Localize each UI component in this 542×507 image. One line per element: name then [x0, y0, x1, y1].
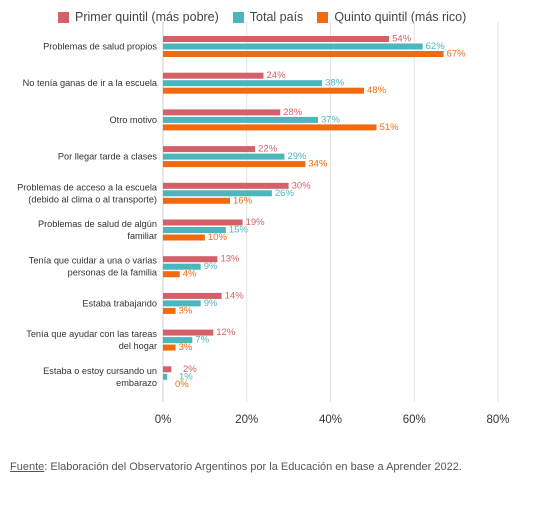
legend-swatch-quinto-quintil: [317, 11, 329, 23]
bar-s0-c3: [163, 146, 256, 153]
source-label: Fuente: [10, 461, 45, 473]
legend-item-total-pais: Total país: [232, 10, 304, 24]
bar-chart: 0% 20% 40% 60% 80% Problemas de salud propios…: [17, 22, 510, 426]
data-label-s1-c3: 29%: [287, 151, 307, 162]
bar-s1-c8: [163, 337, 193, 344]
legend-label-quinto-quintil: Quinto quintil (más rico): [334, 10, 467, 24]
category-label-9-line-1: embarazo: [116, 378, 157, 388]
x-tick-label-4: 80%: [486, 414, 509, 426]
category-label-9-line-0: Estaba o estoy cursando un: [43, 366, 157, 376]
bar-s1-c2: [163, 116, 318, 123]
data-label-s0-c1: 24%: [267, 70, 287, 81]
bar-s0-c6: [163, 256, 218, 263]
data-label-s2-c8: 3%: [179, 342, 193, 353]
legend-item-quinto-quintil: Quinto quintil (más rico): [317, 10, 466, 24]
bar-s2-c3: [163, 161, 306, 168]
data-label-s0-c0: 54%: [392, 34, 412, 45]
source-note: Fuente: Elaboración del Observatorio Arg…: [10, 461, 462, 473]
data-label-s1-c6: 9%: [204, 261, 218, 272]
bar-s2-c6: [163, 271, 180, 278]
data-label-s0-c7: 14%: [225, 290, 245, 301]
bar-s2-c8: [163, 344, 176, 351]
category-label-4-line-1: (debido al clima o al transporte): [28, 194, 157, 204]
data-label-s0-c8: 12%: [216, 327, 236, 338]
data-label-s2-c0: 67%: [447, 49, 467, 60]
bar-s1-c5: [163, 227, 226, 233]
legend-item-primer-quintil: Primer quintil (más pobre): [58, 10, 219, 24]
data-label-s1-c8: 7%: [195, 335, 209, 346]
data-label-s1-c9: 1%: [179, 371, 193, 382]
data-label-s1-c2: 37%: [321, 114, 341, 125]
data-label-s0-c3: 22%: [258, 144, 278, 155]
data-label-s2-c7: 3%: [179, 305, 193, 316]
data-label-s0-c9: 2%: [183, 364, 197, 375]
data-label-s2-c4: 16%: [233, 195, 253, 206]
bar-s2-c7: [163, 307, 176, 314]
category-label-6-line-1: personas de la familia: [68, 268, 158, 278]
category-label-2: Otro motivo: [110, 115, 157, 125]
x-tick-label-2: 40%: [319, 414, 342, 426]
data-label-s1-c4: 26%: [275, 188, 295, 199]
source-text: : Elaboración del Observatorio Argentino…: [44, 461, 462, 473]
bar-s1-c4: [163, 190, 272, 197]
bar-s0-c4: [163, 182, 289, 189]
category-label-6-line-0: Tenía que cuidar a una o varias: [29, 256, 158, 266]
x-tick-label-0: 0%: [155, 414, 172, 426]
category-label-3: Por llegar tarde a clases: [58, 152, 157, 162]
bar-s0-c9: [163, 366, 172, 373]
bar-s2-c1: [163, 87, 364, 94]
legend-swatch-primer-quintil: [58, 11, 69, 23]
category-label-1: No tenía ganas de ir a la escuela: [23, 78, 158, 88]
x-tick-label-1: 20%: [235, 414, 258, 426]
bar-s1-c9: [163, 373, 168, 380]
bar-s0-c8: [163, 329, 214, 336]
x-tick-label-3: 60%: [403, 414, 426, 426]
bar-s0-c5: [163, 219, 243, 226]
bar-s0-c0: [163, 36, 390, 42]
data-label-s0-c5: 19%: [246, 217, 266, 228]
bar-s1-c0: [163, 43, 423, 50]
bar-s1-c7: [163, 300, 201, 307]
bar-s0-c7: [163, 292, 222, 299]
bar-s1-c1: [163, 80, 323, 87]
bar-s0-c2: [163, 109, 281, 116]
legend-swatch-total-pais: [232, 11, 244, 23]
data-label-s1-c0: 62%: [426, 41, 446, 52]
category-label-5-line-1: familiar: [127, 231, 157, 241]
bar-s0-c1: [163, 72, 264, 79]
category-label-4-line-0: Problemas de acceso a la escuela: [17, 182, 158, 192]
bar-s2-c5: [163, 234, 205, 241]
chart-legend: Primer quintil (más pobre) Total país Qu…: [58, 8, 480, 26]
data-label-s0-c2: 28%: [283, 107, 303, 118]
category-label-7: Estaba trabajando: [82, 298, 157, 308]
legend-label-primer-quintil: Primer quintil (más pobre): [75, 10, 219, 24]
data-label-s0-c4: 30%: [292, 180, 312, 191]
data-label-s1-c7: 9%: [204, 298, 218, 309]
data-label-s2-c3: 34%: [308, 159, 328, 170]
data-label-s2-c5: 10%: [208, 232, 228, 243]
legend-label-total-pais: Total país: [249, 10, 304, 24]
data-label-s1-c5: 15%: [229, 225, 249, 236]
data-label-s2-c2: 51%: [380, 122, 400, 133]
data-label-s2-c9: 0%: [175, 379, 189, 390]
bar-s1-c6: [163, 263, 201, 270]
category-label-5-line-0: Problemas de salud de algún: [38, 219, 157, 229]
data-label-s2-c1: 48%: [367, 85, 387, 96]
bar-s2-c2: [163, 124, 377, 131]
data-label-s1-c1: 38%: [325, 78, 345, 89]
category-label-8-line-0: Tenía que ayudar con las tareas: [26, 329, 157, 339]
bar-s1-c3: [163, 153, 285, 160]
category-label-0: Problemas de salud propios: [43, 42, 157, 52]
category-label-8-line-1: del hogar: [119, 341, 157, 351]
data-label-s2-c6: 4%: [183, 269, 197, 280]
data-label-s0-c6: 13%: [220, 254, 240, 265]
bar-s2-c4: [163, 197, 230, 204]
bar-s2-c0: [163, 51, 444, 57]
